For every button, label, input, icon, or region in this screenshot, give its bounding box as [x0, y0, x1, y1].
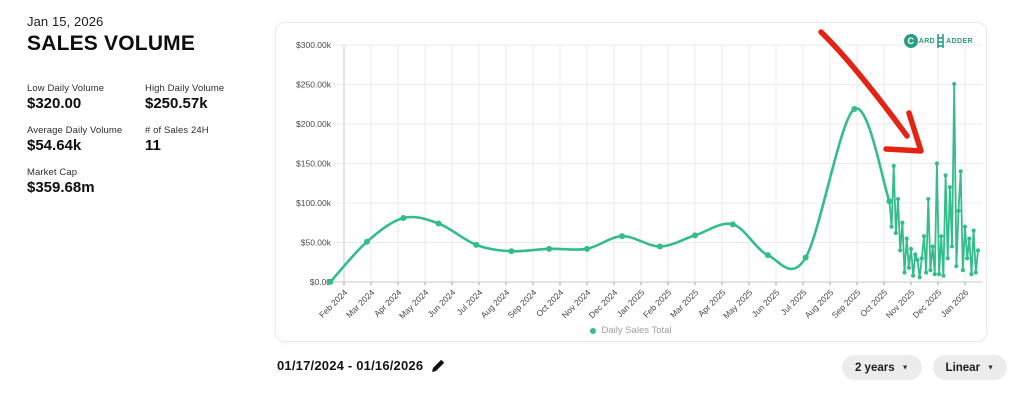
- chart-legend[interactable]: Daily Sales Total: [276, 325, 986, 336]
- stat-market-cap: Market Cap $359.68m: [27, 167, 145, 196]
- series-points: [327, 81, 981, 285]
- range-dropdown[interactable]: 2 years ▼: [841, 355, 922, 380]
- chevron-down-icon: ▼: [987, 364, 994, 372]
- page-title: SALES VOLUME: [27, 32, 196, 55]
- stat-value: $359.68m: [27, 179, 95, 196]
- stat-value: 11: [145, 137, 161, 154]
- svg-text:$300.00k: $300.00k: [296, 40, 332, 50]
- svg-text:$200.00k: $200.00k: [296, 119, 332, 129]
- svg-text:Jun 2025: Jun 2025: [750, 287, 782, 319]
- stat-label: High Daily Volume: [145, 83, 225, 94]
- legend-dot-icon: [590, 327, 597, 334]
- stat-value: $250.57k: [145, 95, 208, 112]
- legend-label: Daily Sales Total: [601, 325, 672, 336]
- cardladder-c-icon: C: [903, 34, 918, 48]
- svg-text:Mar 2024: Mar 2024: [344, 287, 377, 320]
- svg-text:Jun 2024: Jun 2024: [426, 287, 458, 319]
- stat-sales-24h: # of Sales 24H 11: [145, 125, 269, 154]
- stats-grid: Low Daily Volume $320.00 High Daily Volu…: [27, 83, 269, 196]
- svg-text:$100.00k: $100.00k: [296, 198, 332, 208]
- stat-value: $320.00: [27, 95, 82, 112]
- stat-label: Low Daily Volume: [27, 83, 105, 94]
- stat-low-daily-volume: Low Daily Volume $320.00: [27, 83, 145, 112]
- edit-date-range-button[interactable]: [431, 359, 445, 373]
- svg-text:Jan 2026: Jan 2026: [939, 287, 971, 319]
- pencil-icon: [432, 359, 445, 372]
- scale-dropdown-value: Linear: [945, 361, 981, 374]
- svg-text:Sep 2024: Sep 2024: [506, 287, 539, 320]
- svg-text:Dec 2024: Dec 2024: [587, 287, 620, 320]
- svg-text:May 2024: May 2024: [397, 287, 431, 321]
- current-date: Jan 15, 2026: [27, 14, 104, 29]
- range-dropdown-value: 2 years: [854, 361, 895, 374]
- stat-label: Market Cap: [27, 167, 78, 178]
- svg-text:May 2025: May 2025: [721, 287, 755, 321]
- watermark-text: ARD: [918, 37, 936, 45]
- stat-value: $54.64k: [27, 137, 82, 154]
- series-line-daily: [888, 83, 979, 279]
- svg-text:$250.00k: $250.00k: [296, 80, 332, 90]
- chart-options: 2 years ▼ Linear ▼: [841, 355, 1007, 380]
- stat-average-daily-volume: Average Daily Volume $54.64k: [27, 125, 145, 154]
- arrow-annotation: [818, 29, 924, 154]
- svg-text:Mar 2025: Mar 2025: [668, 287, 701, 320]
- y-axis: $0.00 $50.00k $100.00k $150.00k $200.00k $250…: [296, 40, 982, 287]
- svg-text:Dec 2025: Dec 2025: [911, 287, 944, 320]
- svg-text:Feb 2025: Feb 2025: [641, 287, 674, 320]
- svg-text:$50.00k: $50.00k: [301, 238, 332, 248]
- svg-text:Feb 2024: Feb 2024: [317, 287, 350, 320]
- stat-label: Average Daily Volume: [27, 125, 123, 136]
- stats-panel: Jan 15, 2026 SALES VOLUME Low Daily Volu…: [27, 14, 269, 196]
- stat-high-daily-volume: High Daily Volume $250.57k: [145, 83, 269, 112]
- date-range: 01/17/2024 - 01/16/2026: [277, 358, 445, 373]
- date-range-text: 01/17/2024 - 01/16/2026: [277, 358, 424, 373]
- cardladder-watermark: C ARD ADDER: [903, 34, 973, 48]
- svg-text:$0.00: $0.00: [310, 277, 332, 287]
- svg-text:$150.00k: $150.00k: [296, 159, 332, 169]
- chevron-down-icon: ▼: [901, 364, 909, 372]
- watermark-text: ADDER: [946, 37, 973, 45]
- controls-row: 01/17/2024 - 01/16/2026 2 years ▼ Linear…: [0, 353, 1022, 383]
- scale-dropdown[interactable]: Linear ▼: [932, 355, 1007, 380]
- chart-card: Feb 2024 Mar 2024 Apr 2024 May 2024 Jun 2024…: [275, 22, 987, 342]
- stat-label: # of Sales 24H: [145, 125, 209, 136]
- ladder-icon: [937, 34, 944, 48]
- svg-text:Sep 2025: Sep 2025: [830, 287, 863, 320]
